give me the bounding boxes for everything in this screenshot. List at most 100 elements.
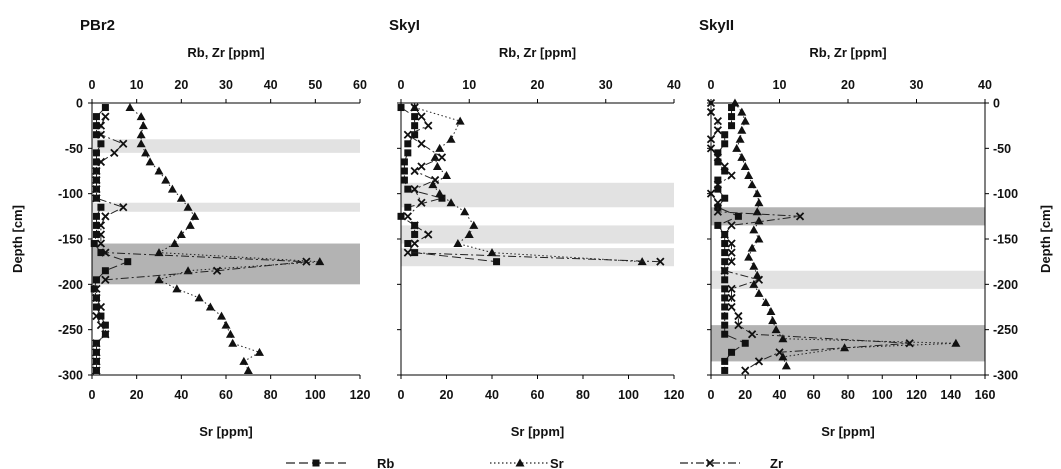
bottom-tick-label: 60 [807, 388, 821, 402]
data-point-zr [403, 248, 412, 257]
panel-pbr2: 0 10 20 30 40 50 60 0 20 40 60 80 100 120 0 -50 -100 -150… [58, 17, 371, 439]
data-point-rb [404, 140, 412, 148]
data-point-rb [721, 140, 729, 148]
data-point-rb [721, 276, 729, 284]
bottom-tick-label: 0 [89, 388, 96, 402]
data-point-zr [101, 112, 110, 121]
top-tick-label: 50 [308, 78, 322, 92]
data-point-rb [728, 113, 736, 121]
data-point-zr [92, 366, 101, 375]
data-point-zr [410, 166, 419, 176]
bottom-tick-label: 20 [130, 388, 144, 402]
panel-title: SkyI [389, 17, 420, 34]
legend-marker [515, 458, 525, 467]
data-point-sr [185, 220, 195, 229]
data-point-sr [453, 239, 463, 248]
legend-label: Rb [377, 456, 394, 469]
data-point-sr [167, 184, 177, 193]
data-point-zr [706, 98, 716, 108]
bottom-tick-label: 0 [708, 388, 715, 402]
data-point-rb [714, 149, 722, 157]
depth-tick-label: -250 [58, 323, 83, 337]
horizon-band [711, 270, 985, 289]
data-point-rb [92, 221, 100, 229]
legend-item-rb: Rb [286, 456, 394, 469]
bottom-tick-label: 100 [618, 388, 639, 402]
data-point-zr [706, 144, 716, 153]
data-point-zr [92, 184, 101, 194]
data-point-sr [735, 134, 745, 143]
data-point-zr [727, 248, 736, 257]
data-point-zr [96, 157, 106, 167]
data-point-rb [92, 122, 100, 130]
depth-tick-label: -300 [58, 369, 83, 383]
data-point-sr [435, 143, 445, 152]
data-point-zr [96, 121, 106, 130]
data-point-sr [487, 248, 497, 257]
data-point-rb [101, 104, 109, 112]
data-point-rb [400, 167, 408, 175]
data-point-rb [92, 276, 100, 284]
top-tick-label: 0 [398, 78, 405, 92]
data-point-sr [161, 175, 171, 184]
data-point-rb [721, 312, 729, 320]
data-point-zr [101, 275, 110, 284]
data-point-zr [96, 221, 106, 230]
depth-tick-label-right: 0 [993, 97, 1000, 111]
panel-skyi: 0 10 20 30 40 0 20 40 60 80 100 120 SkyI Rb, Zr [ppm]… [389, 17, 684, 439]
data-point-zr [727, 239, 736, 248]
data-point-sr [744, 252, 754, 261]
data-point-zr [417, 139, 426, 148]
data-point-sr [176, 193, 186, 202]
bottom-axis-title: Sr [ppm] [511, 424, 564, 439]
data-point-zr [403, 212, 412, 221]
series-zr [403, 103, 665, 266]
data-point-zr [92, 357, 101, 366]
data-point-zr [905, 339, 914, 348]
depth-tick-label: -200 [58, 278, 83, 292]
bottom-tick-label: 120 [350, 388, 371, 402]
data-point-rb [728, 104, 736, 112]
data-point-rb [714, 185, 722, 193]
data-point-rb [721, 249, 729, 257]
data-point-zr [713, 116, 722, 126]
data-point-rb [90, 285, 98, 293]
panel-title: PBr2 [80, 17, 115, 34]
data-point-rb [92, 230, 100, 238]
series-zr [706, 98, 914, 375]
depth-tick-label: 0 [76, 97, 83, 111]
data-point-zr [101, 330, 110, 339]
depth-tick-label: -50 [65, 142, 83, 156]
data-point-rb [411, 113, 419, 121]
top-axis-title: Rb, Zr [ppm] [187, 45, 264, 60]
horizon-band [401, 248, 674, 267]
data-point-sr [951, 338, 961, 347]
data-point-sr [217, 311, 227, 320]
data-point-sr [205, 302, 215, 311]
bottom-tick-label: 40 [174, 388, 188, 402]
data-point-zr [101, 248, 110, 257]
depth-tick-label-right: -100 [993, 187, 1018, 201]
series-sr [410, 103, 647, 266]
data-point-zr [734, 311, 743, 321]
legend-marker [312, 459, 320, 467]
data-point-rb [721, 330, 729, 338]
data-point-sr [145, 157, 155, 166]
data-point-rb [92, 212, 100, 220]
legend-item-sr: Sr [490, 456, 564, 469]
top-tick-label: 60 [353, 78, 367, 92]
data-point-sr [768, 316, 778, 325]
data-point-sr [239, 356, 249, 365]
data-point-zr [713, 126, 722, 135]
data-point-zr [410, 221, 419, 230]
data-point-zr [795, 212, 805, 221]
bottom-tick-label: 0 [398, 388, 405, 402]
data-point-sr [749, 225, 759, 234]
data-point-rb [404, 149, 412, 157]
data-point-rb [438, 194, 446, 202]
data-point-zr [775, 348, 784, 357]
data-point-sr [225, 329, 235, 338]
data-point-rb [97, 203, 105, 211]
top-tick-label: 30 [599, 78, 613, 92]
